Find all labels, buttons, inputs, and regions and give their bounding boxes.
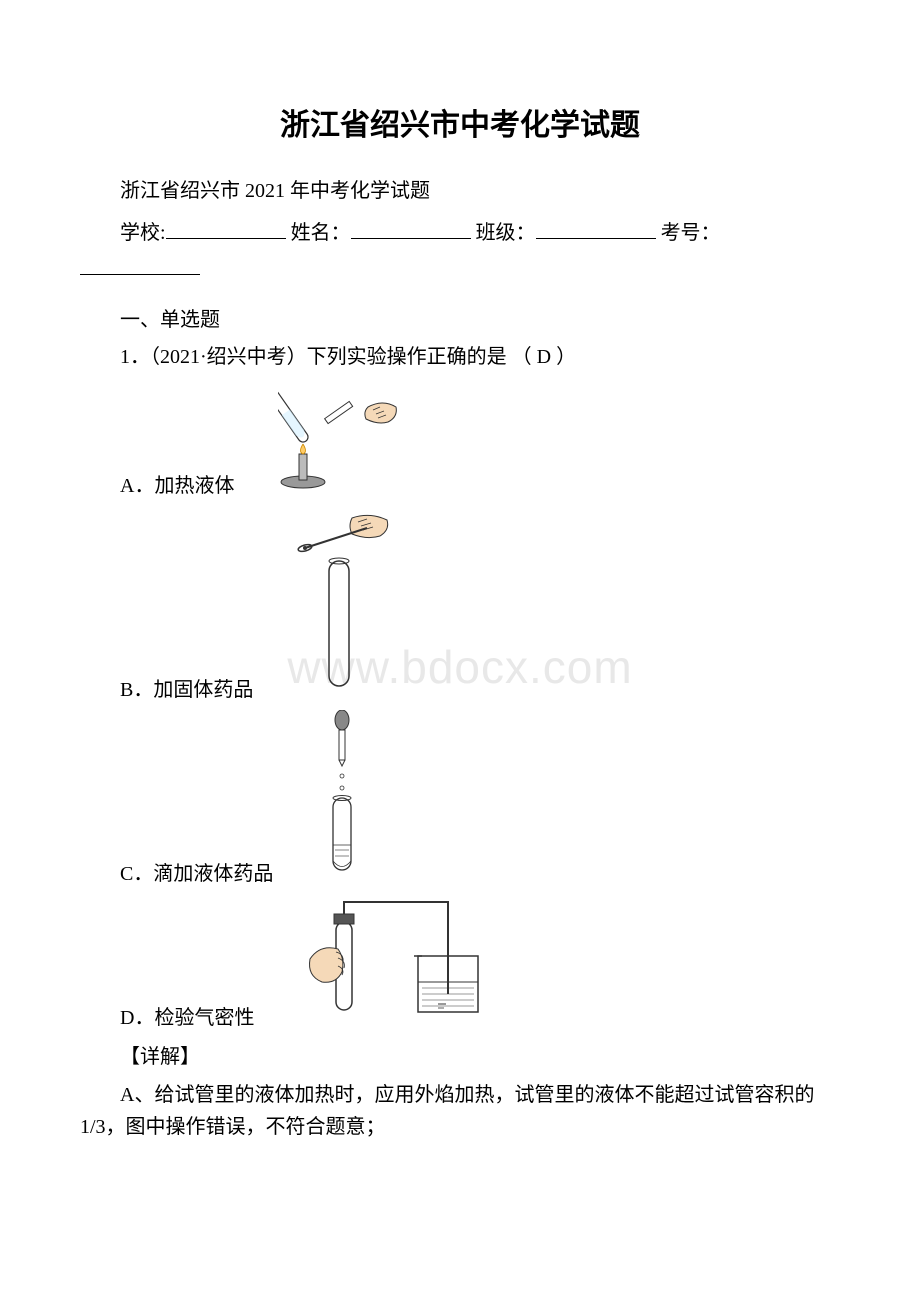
option-c-row: C．滴加液体药品 — [80, 710, 840, 886]
examno-label: 考号： — [661, 222, 721, 244]
option-d-row: D．检验气密性 — [80, 894, 840, 1030]
option-a-label: A．加热液体 — [80, 469, 234, 498]
school-blank — [166, 219, 286, 239]
option-d-image — [258, 894, 488, 1030]
name-blank — [351, 219, 471, 239]
page-content: 浙江省绍兴市中考化学试题 浙江省绍兴市 2021 年中考化学试题 学校: 姓名：… — [80, 100, 840, 1143]
question-body: 下列实验操作正确的是 （ D ） — [307, 346, 576, 368]
explain-body: A、给试管里的液体加热时，应用外焰加热，试管里的液体不能超过试管容积的 1/3，… — [80, 1079, 840, 1143]
option-a-image — [238, 382, 408, 498]
form-line: 学校: 姓名： 班级： 考号： — [80, 217, 840, 249]
school-label: 学校: — [120, 222, 166, 244]
name-label: 姓名： — [291, 222, 351, 244]
class-label: 班级： — [476, 222, 536, 244]
explain-heading: 【详解】 — [80, 1040, 840, 1069]
option-c-image — [277, 710, 367, 886]
class-blank — [536, 219, 656, 239]
question-text: 1．（2021·绍兴中考）下列实验操作正确的是 （ D ） — [80, 342, 840, 372]
option-a-row: A．加热液体 — [80, 382, 840, 498]
question-source: （2021·绍兴中考） — [150, 346, 307, 368]
examno-blank — [80, 255, 200, 275]
option-b-label: B．加固体药品 — [80, 673, 253, 702]
option-d-label: D．检验气密性 — [80, 1001, 254, 1030]
form-line-2 — [80, 253, 840, 285]
question-number: 1． — [120, 346, 150, 368]
section-heading: 一、单选题 — [80, 303, 840, 332]
option-b-row: B．加固体药品 — [80, 506, 840, 702]
page-title: 浙江省绍兴市中考化学试题 — [80, 100, 840, 144]
option-b-image — [257, 506, 417, 702]
subtitle: 浙江省绍兴市 2021 年中考化学试题 — [80, 174, 840, 203]
option-c-label: C．滴加液体药品 — [80, 857, 273, 886]
